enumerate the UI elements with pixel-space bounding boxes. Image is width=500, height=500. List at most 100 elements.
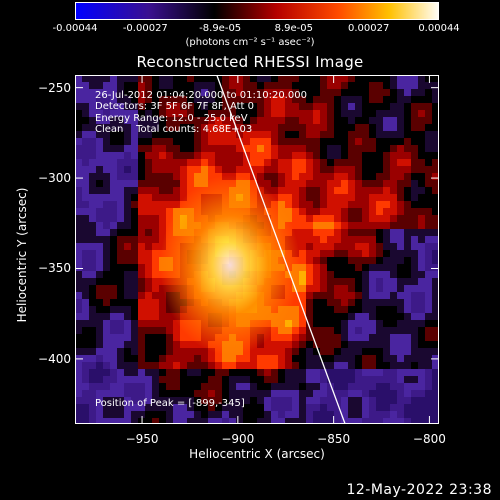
heatmap-cell (264, 348, 271, 355)
heatmap-cell (229, 397, 236, 404)
heatmap-cell (411, 117, 418, 124)
heatmap-cell (243, 383, 250, 390)
heatmap-cell (425, 208, 432, 215)
heatmap-cell (187, 411, 194, 418)
heatmap-cell (390, 250, 397, 257)
heatmap-cell (383, 208, 390, 215)
heatmap-cell (208, 362, 215, 369)
heatmap-cell (285, 194, 292, 201)
heatmap-cell (124, 201, 131, 208)
heatmap-cell (173, 397, 180, 404)
heatmap-cell (397, 138, 404, 145)
heatmap-cell (103, 271, 110, 278)
heatmap-cell (306, 159, 313, 166)
heatmap-cell (250, 404, 257, 411)
heatmap-cell (376, 173, 383, 180)
heatmap-cell (187, 404, 194, 411)
heatmap-cell (390, 236, 397, 243)
heatmap-cell (411, 124, 418, 131)
heatmap-cell (418, 145, 425, 152)
heatmap-cell (327, 96, 334, 103)
heatmap-cell (152, 355, 159, 362)
heatmap-cell (173, 138, 180, 145)
heatmap-cell (327, 257, 334, 264)
heatmap-cell (341, 131, 348, 138)
heatmap-cell (355, 229, 362, 236)
heatmap-cell (117, 264, 124, 271)
heatmap-cell (138, 355, 145, 362)
heatmap-cell (397, 173, 404, 180)
heatmap-cell (425, 243, 432, 250)
heatmap-cell (341, 236, 348, 243)
heatmap-cell (110, 292, 117, 299)
heatmap-cell (159, 362, 166, 369)
heatmap-cell (124, 159, 131, 166)
heatmap-cell (208, 418, 215, 424)
heatmap-cell (369, 236, 376, 243)
heatmap-cell (390, 292, 397, 299)
heatmap-cell (376, 327, 383, 334)
heatmap-cell (75, 166, 82, 173)
heatmap-cell (404, 397, 411, 404)
heatmap-cell (110, 187, 117, 194)
heatmap-cell (418, 390, 425, 397)
heatmap-cell (82, 383, 89, 390)
heatmap-cell (411, 376, 418, 383)
heatmap-cell (404, 278, 411, 285)
heatmap-cell (299, 187, 306, 194)
heatmap-cell (96, 404, 103, 411)
heatmap-cell (152, 383, 159, 390)
heatmap-cell (215, 103, 222, 110)
heatmap-cell (425, 362, 432, 369)
heatmap-cell (257, 348, 264, 355)
heatmap-cell (425, 299, 432, 306)
heatmap-cell (96, 418, 103, 424)
heatmap-cell (404, 173, 411, 180)
heatmap-cell (208, 390, 215, 397)
heatmap-cell (348, 159, 355, 166)
heatmap-cell (124, 243, 131, 250)
heatmap-cell (264, 397, 271, 404)
heatmap-cell (299, 152, 306, 159)
heatmap-cell (180, 82, 187, 89)
heatmap-cell (131, 208, 138, 215)
heatmap-cell (292, 89, 299, 96)
heatmap-cell (355, 383, 362, 390)
heatmap-cell (320, 257, 327, 264)
heatmap-cell (418, 117, 425, 124)
heatmap-cell (362, 299, 369, 306)
heatmap-cell (82, 348, 89, 355)
heatmap-cell (355, 341, 362, 348)
heatmap-cell (222, 362, 229, 369)
heatmap-cell (243, 390, 250, 397)
heatmap-cell (425, 166, 432, 173)
heatmap-cell (327, 278, 334, 285)
heatmap-cell (397, 96, 404, 103)
heatmap-cell (82, 194, 89, 201)
heatmap-cell (145, 313, 152, 320)
heatmap-cell (173, 320, 180, 327)
heatmap-cell (96, 173, 103, 180)
heatmap-cell (369, 166, 376, 173)
heatmap-cell (404, 187, 411, 194)
heatmap-cell (418, 215, 425, 222)
heatmap-cell (271, 369, 278, 376)
heatmap-cell (145, 327, 152, 334)
heatmap-cell (334, 166, 341, 173)
heatmap-cell (180, 369, 187, 376)
heatmap-cell (278, 159, 285, 166)
heatmap-cell (264, 341, 271, 348)
heatmap-cell (138, 348, 145, 355)
heatmap-cell (117, 215, 124, 222)
heatmap-cell (285, 320, 292, 327)
heatmap-cell (306, 243, 313, 250)
heatmap-cell (89, 243, 96, 250)
heatmap-cell (341, 362, 348, 369)
heatmap-cell (159, 110, 166, 117)
heatmap-cell (411, 75, 418, 82)
heatmap-cell (292, 376, 299, 383)
heatmap-cell (96, 103, 103, 110)
heatmap-cell (362, 411, 369, 418)
heatmap-cell (404, 152, 411, 159)
heatmap-cell (306, 411, 313, 418)
